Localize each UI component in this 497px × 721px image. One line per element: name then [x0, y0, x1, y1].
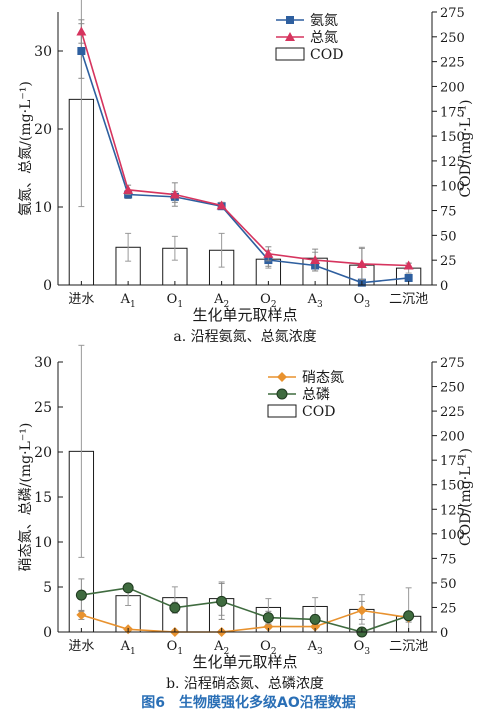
diamond-point — [356, 605, 367, 616]
x-tick-label: A3 — [307, 639, 323, 657]
legend-marker — [286, 16, 294, 24]
triangle-point — [263, 248, 274, 258]
triangle-point — [76, 26, 87, 36]
triangle-point — [216, 200, 227, 210]
y-tick-label-right: 25 — [440, 601, 457, 616]
y-axis-title-left: 硝态氮、总磷/(mg·L⁻¹) — [18, 423, 34, 572]
legend-label: COD — [310, 47, 343, 63]
y-axis-title-right: COD/(mg·L⁻¹) — [458, 448, 474, 546]
x-tick-label: O2 — [260, 292, 276, 310]
circle-point — [216, 595, 228, 607]
circle-point — [122, 582, 134, 594]
y-tick-label-left: 0 — [43, 625, 52, 641]
y-tick-label-left: 15 — [34, 490, 52, 506]
triangle-series-line — [80, 31, 409, 267]
y-tick-label-right: 200 — [440, 80, 465, 95]
y-tick-label-right: 100 — [440, 528, 465, 543]
x-tick-label: O1 — [167, 292, 183, 310]
x-tick-label: 二沉池 — [389, 639, 428, 654]
x-tick-label: O2 — [260, 639, 276, 657]
legend-marker — [285, 32, 295, 41]
y-tick-label-right: 175 — [440, 105, 465, 120]
x-tick-label: A3 — [307, 292, 323, 310]
y-tick-label-right: 250 — [440, 31, 465, 46]
legend-bar-swatch — [267, 404, 297, 418]
y-tick-label-right: 225 — [440, 405, 465, 420]
x-tick-label: 进水 — [68, 639, 94, 654]
circle-point — [169, 602, 181, 614]
y-tick-label-left: 20 — [34, 122, 52, 138]
y-tick-label-right: 250 — [440, 381, 465, 396]
circle-point — [403, 610, 415, 622]
legend-label: COD — [302, 404, 335, 420]
legend-label: 氨氮 — [310, 13, 338, 29]
x-tick-label: A2 — [213, 292, 229, 310]
legend-label: 总氮 — [310, 30, 338, 46]
circle-point — [75, 589, 87, 601]
y-axis-title-left: 氨氮、总氮/(mg·L⁻¹) — [18, 81, 34, 216]
y-tick-label-right: 125 — [440, 155, 465, 170]
legend-marker — [276, 388, 288, 400]
y-tick-label-right: 175 — [440, 454, 465, 469]
triangle-point — [169, 189, 180, 199]
x-tick-label: 进水 — [68, 292, 94, 307]
y-tick-label-right: 0 — [440, 279, 448, 294]
y-tick-label-right: 225 — [440, 56, 465, 71]
y-tick-label-right: 150 — [440, 479, 465, 494]
legend-label: 硝态氮 — [302, 370, 344, 386]
triangle-point — [310, 255, 321, 265]
x-axis-title: 生化单元取样点 — [192, 653, 297, 671]
square-series-line — [80, 50, 409, 284]
y-tick-label-left: 30 — [34, 355, 52, 371]
x-axis-title: 生化单元取样点 — [192, 306, 297, 324]
x-tick-label: A1 — [120, 292, 136, 310]
y-tick-label-right: 125 — [440, 503, 465, 518]
x-tick-label: A1 — [120, 639, 136, 657]
legend-label: 总磷 — [302, 387, 330, 403]
y-tick-label-right: 100 — [440, 180, 465, 195]
legend-bar-swatch — [275, 47, 305, 61]
chart-subcaption: a. 沿程氨氮、总氮浓度 — [173, 329, 316, 345]
y-tick-label-left: 10 — [34, 535, 52, 551]
y-axis-title-right: COD/(mg·L⁻¹) — [458, 99, 474, 197]
y-tick-label-right: 50 — [440, 229, 457, 244]
circle-series-line — [81, 587, 409, 633]
square-point — [77, 47, 86, 55]
chart-subcaption: b. 沿程硝态氮、总磷浓度 — [166, 676, 324, 692]
square-point — [404, 273, 413, 282]
y-tick-label-right: 75 — [440, 552, 457, 567]
y-tick-label-left: 20 — [34, 445, 52, 461]
diamond-point — [76, 609, 87, 620]
diamond-series-line — [81, 609, 409, 633]
triangle-point — [356, 258, 367, 268]
circle-point — [309, 613, 321, 625]
circle-point — [262, 612, 274, 624]
legend-marker — [277, 372, 287, 382]
y-tick-label-left: 0 — [43, 278, 52, 294]
x-tick-label: 二沉池 — [389, 292, 428, 307]
x-tick-label: O3 — [354, 292, 371, 310]
y-tick-label-left: 5 — [43, 580, 52, 596]
y-tick-label-left: 30 — [34, 44, 52, 60]
triangle-point — [123, 184, 134, 194]
y-tick-label-right: 25 — [440, 254, 457, 269]
y-tick-label-right: 275 — [440, 356, 465, 371]
figure-caption: 图6 生物膜强化多级AO沿程数据 — [141, 695, 356, 711]
x-tick-label: O1 — [167, 639, 183, 657]
y-tick-label-left: 10 — [34, 200, 52, 216]
chart-b: 0 5 10 15 20 25 30 0 25 50 75 100 125 150 175 200 225 250… — [18, 344, 474, 692]
x-tick-label: O3 — [354, 639, 371, 657]
x-tick-label: A2 — [213, 639, 229, 657]
y-tick-label-right: 275 — [440, 6, 465, 21]
y-tick-label-right: 50 — [440, 577, 457, 592]
y-tick-label-right: 0 — [440, 626, 448, 641]
y-tick-label-left: 25 — [34, 400, 52, 416]
triangle-point — [403, 260, 414, 270]
y-tick-label-right: 75 — [440, 205, 457, 220]
y-tick-label-right: 200 — [440, 430, 465, 445]
y-tick-label-right: 150 — [440, 130, 465, 145]
chart-a: 0 10 20 30 0 25 50 75 100 125 150 175 200 225 250 275 进水… — [18, 0, 474, 345]
